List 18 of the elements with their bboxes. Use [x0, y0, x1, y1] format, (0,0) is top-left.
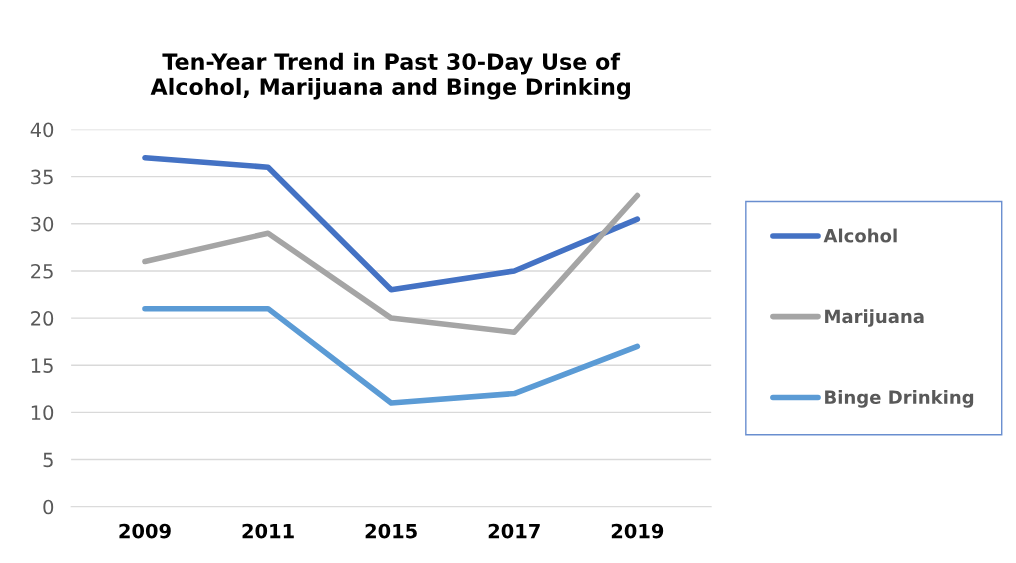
y-tick-label: 10 [31, 405, 54, 421]
y-tick-label: 30 [31, 216, 54, 232]
x-tick-label: 2011 [242, 523, 294, 539]
legend-label: Marijuana [825, 309, 924, 327]
legend-label: Binge Drinking [825, 390, 974, 408]
y-tick-label: 25 [31, 263, 53, 279]
legend-label: Alcohol [823, 228, 897, 243]
y-tick-label: 0 [43, 499, 54, 515]
y-tick-label: 40 [30, 122, 54, 138]
chart-title: Ten-Year Trend in Past 30-Day Use of Alcohol, Marijuana and Binge Drinking [150, 52, 630, 100]
y-tick-label: 35 [31, 169, 53, 185]
y-tick-label: 5 [43, 452, 53, 468]
x-tick-label: 2015 [365, 523, 417, 539]
x-tick-label: 2009 [119, 523, 171, 539]
y-tick-label: 15 [31, 358, 53, 373]
y-tick-label: 20 [31, 311, 54, 326]
x-tick-label: 2017 [488, 523, 540, 539]
x-tick-label: 2019 [611, 523, 664, 539]
